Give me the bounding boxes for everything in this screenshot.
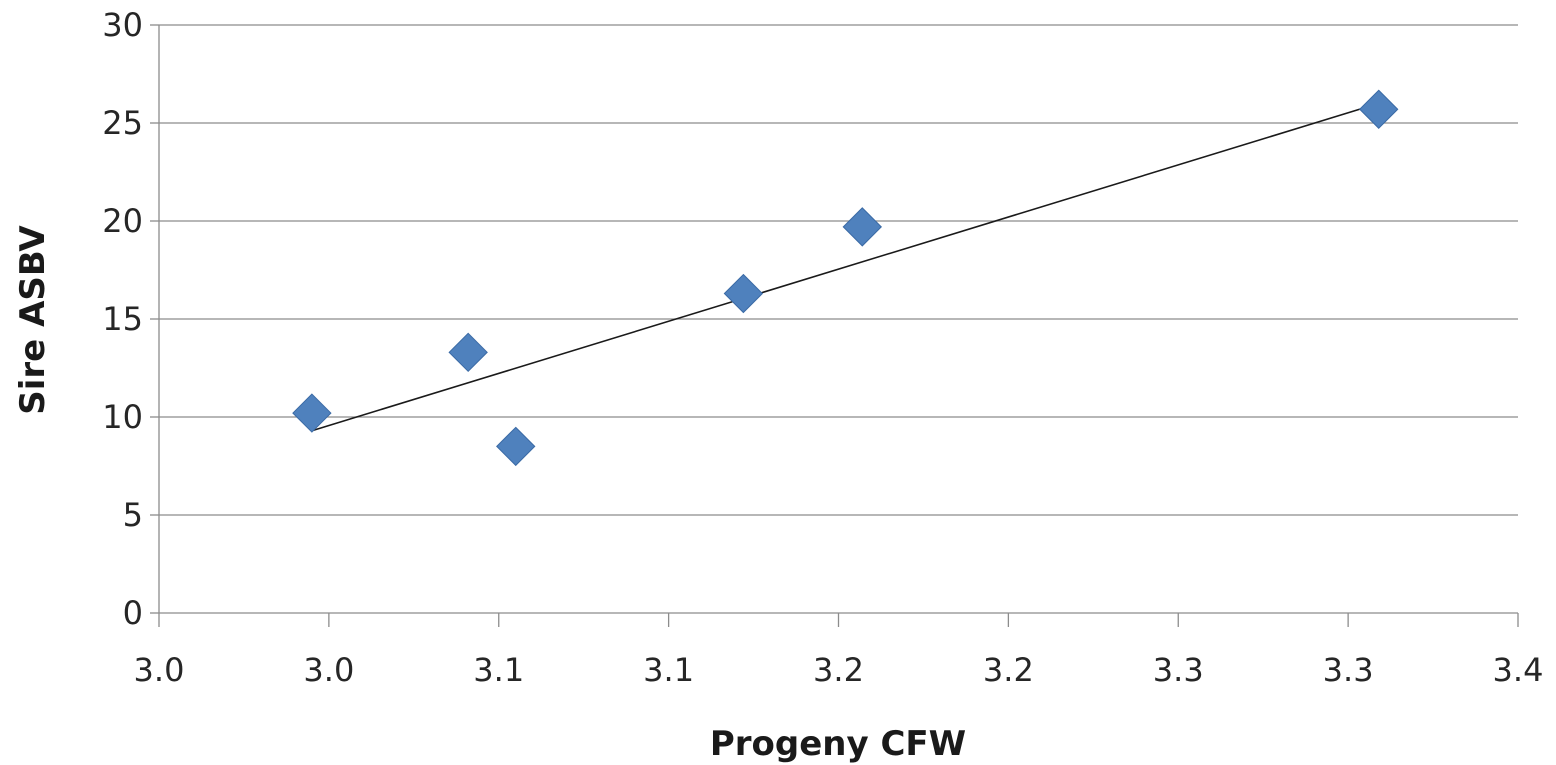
x-tick-label: 3.0: [303, 651, 354, 689]
trendline-layer: [311, 102, 1379, 432]
y-tick-label: 25: [102, 104, 143, 142]
x-axis-title: Progeny CFW: [710, 724, 966, 764]
x-tick-label: 3.4: [1493, 651, 1544, 689]
x-tick-label: 3.0: [134, 651, 185, 689]
x-tick-label: 3.2: [983, 651, 1034, 689]
data-point-diamond: [723, 273, 764, 314]
y-tick-label: 0: [123, 594, 143, 632]
x-tick-label: 3.2: [813, 651, 864, 689]
data-points: [292, 89, 1399, 467]
y-tick-label: 15: [102, 300, 143, 338]
data-point-diamond: [496, 426, 536, 467]
gridlines: [159, 24, 1518, 516]
y-tick-label: 20: [102, 202, 143, 240]
axes: [150, 24, 1519, 627]
tick-labels: 0 5 10 15 20 25 30 3.0 3.0 3.1 3.1 3.2 3.2 3.3 3.3 3.4: [102, 6, 1543, 689]
y-axis-title: Sire ASBV: [13, 225, 53, 415]
x-tick-label: 3.1: [643, 651, 694, 689]
linear-trendline: [311, 102, 1379, 432]
data-point-diamond: [448, 332, 488, 373]
x-tick-label: 3.1: [473, 651, 524, 689]
x-tick-label: 3.3: [1323, 651, 1374, 689]
y-tick-label: 30: [102, 6, 143, 44]
data-point-diamond: [1358, 89, 1399, 129]
y-tick-label: 5: [123, 496, 143, 534]
data-point-diamond: [292, 393, 332, 433]
y-tick-label: 10: [102, 398, 143, 436]
x-tick-label: 3.3: [1153, 651, 1204, 689]
data-point-diamond: [842, 207, 882, 247]
